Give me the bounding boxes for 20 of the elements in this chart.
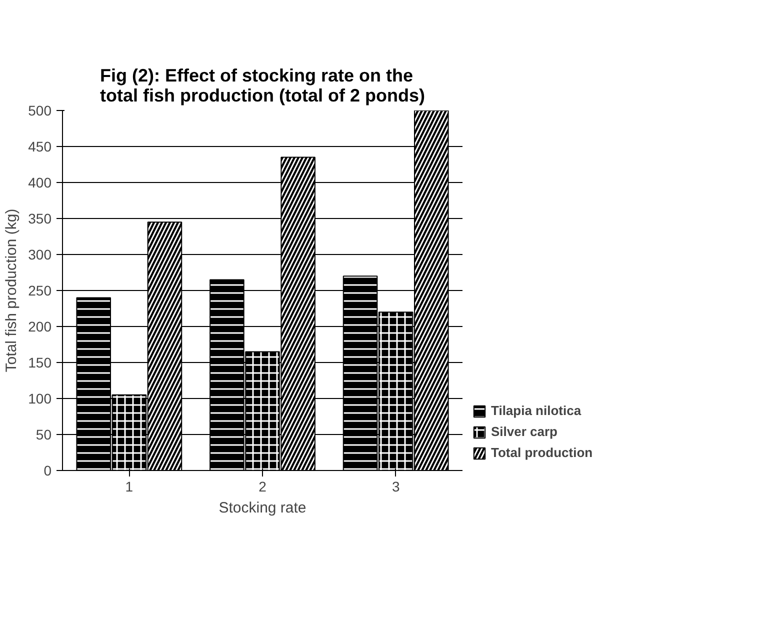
legend-label: Total production bbox=[491, 445, 593, 460]
y-tick-label: 200 bbox=[28, 318, 52, 334]
chart-title: Fig (2): Effect of stocking rate on the total fish production (total of 2 ponds) bbox=[100, 66, 425, 106]
x-tick-label: 2 bbox=[258, 478, 267, 494]
y-tick-label: 400 bbox=[28, 174, 52, 190]
x-tick-label: 3 bbox=[392, 478, 400, 494]
y-tick-label: 350 bbox=[28, 210, 52, 226]
x-tick-label: 1 bbox=[125, 478, 134, 494]
x-axis-title: Stocking rate bbox=[218, 500, 306, 516]
y-tick-label: 250 bbox=[28, 282, 52, 298]
y-tick-label: 300 bbox=[28, 246, 52, 262]
y-tick-label: 450 bbox=[28, 138, 52, 154]
y-tick-label: 100 bbox=[28, 390, 52, 406]
y-axis-title: Total fish production (kg) bbox=[3, 208, 20, 372]
y-tick-label: 0 bbox=[44, 462, 52, 478]
legend-label: Tilapia nilotica bbox=[491, 403, 582, 418]
y-tick-label: 500 bbox=[28, 102, 52, 118]
legend-label: Silver carp bbox=[491, 424, 558, 439]
y-tick-label: 150 bbox=[28, 354, 52, 370]
y-tick-label: 50 bbox=[36, 426, 52, 442]
